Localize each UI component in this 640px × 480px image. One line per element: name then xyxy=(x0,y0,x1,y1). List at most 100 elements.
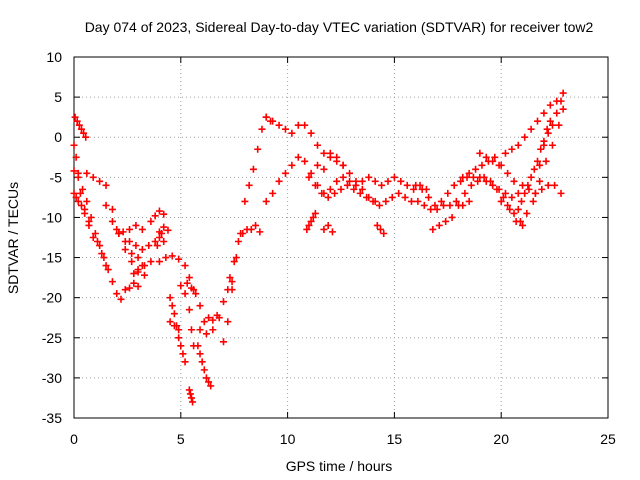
data-point xyxy=(358,185,366,193)
data-point xyxy=(72,153,80,161)
data-point xyxy=(529,197,537,205)
data-point xyxy=(499,193,507,201)
data-point xyxy=(166,318,174,326)
data-point xyxy=(281,169,289,177)
data-point xyxy=(132,242,140,250)
series-track-c xyxy=(71,113,90,141)
data-point xyxy=(553,109,561,117)
data-point xyxy=(241,197,249,205)
data-point xyxy=(170,322,178,330)
data-point xyxy=(275,121,283,129)
data-point xyxy=(514,141,522,149)
data-point xyxy=(365,193,373,201)
data-point xyxy=(380,229,388,237)
data-point xyxy=(205,378,213,386)
data-point xyxy=(209,326,217,334)
data-point xyxy=(540,141,548,149)
data-point xyxy=(303,225,311,233)
data-point xyxy=(521,189,529,197)
data-point xyxy=(314,161,322,169)
data-point xyxy=(540,109,548,117)
data-point xyxy=(346,177,354,185)
data-point xyxy=(196,302,204,310)
data-point xyxy=(160,223,168,231)
data-point xyxy=(288,161,296,169)
data-point xyxy=(491,153,499,161)
data-point xyxy=(337,185,345,193)
data-point xyxy=(517,197,525,205)
data-point xyxy=(269,189,277,197)
data-point xyxy=(346,169,354,177)
data-point xyxy=(478,161,486,169)
data-point xyxy=(207,382,215,390)
data-point xyxy=(213,311,221,319)
data-point xyxy=(510,177,518,185)
data-point xyxy=(446,201,454,209)
data-point xyxy=(425,193,433,201)
data-point xyxy=(189,398,197,406)
data-point xyxy=(234,238,242,246)
plot-frame xyxy=(73,56,609,419)
data-point xyxy=(472,165,480,173)
data-point xyxy=(343,181,351,189)
data-point xyxy=(74,169,82,177)
data-point xyxy=(121,286,129,294)
y-tick-label: -5 xyxy=(50,169,63,185)
data-point xyxy=(418,185,426,193)
data-point xyxy=(314,141,322,149)
x-tick-label: 15 xyxy=(387,431,403,447)
data-point xyxy=(247,225,255,233)
data-point xyxy=(467,181,475,189)
series-track-aj xyxy=(497,105,567,225)
series-track-g xyxy=(113,221,146,236)
data-point xyxy=(108,278,116,286)
data-point xyxy=(557,189,565,197)
data-point xyxy=(333,177,341,185)
y-tick-label: -35 xyxy=(42,410,62,426)
data-point xyxy=(482,153,490,161)
series-track-t xyxy=(196,278,236,338)
x-tick-label: 25 xyxy=(600,431,616,447)
data-point xyxy=(320,225,328,233)
data-point xyxy=(175,255,183,263)
data-point xyxy=(166,294,174,302)
data-point xyxy=(262,197,270,205)
data-point xyxy=(102,201,110,209)
data-point xyxy=(102,181,110,189)
data-point xyxy=(543,125,551,133)
data-point xyxy=(117,295,125,303)
data-point xyxy=(185,274,193,282)
series-track-ai xyxy=(476,97,561,169)
data-point xyxy=(474,177,482,185)
series-track-a xyxy=(70,167,129,303)
y-tick-label: 10 xyxy=(46,49,62,65)
data-point xyxy=(170,310,178,318)
data-point xyxy=(164,226,172,234)
data-point xyxy=(209,316,217,324)
data-point xyxy=(75,121,83,129)
data-point xyxy=(108,217,116,225)
data-point xyxy=(254,145,262,153)
data-point xyxy=(183,279,191,287)
data-point xyxy=(397,177,405,185)
series-track-ak xyxy=(514,117,554,213)
series-track-y xyxy=(262,113,347,169)
data-point xyxy=(181,262,189,270)
data-point xyxy=(307,169,315,177)
data-point xyxy=(77,201,85,209)
y-tick-label: -15 xyxy=(42,250,62,266)
data-point xyxy=(294,121,302,129)
data-point xyxy=(220,298,228,306)
data-point xyxy=(450,181,458,189)
x-tick-labels: 0 5 10 15 20 25 xyxy=(70,431,616,447)
data-point xyxy=(134,254,142,262)
series-track-f xyxy=(102,201,166,270)
data-point xyxy=(187,394,195,402)
data-point xyxy=(305,173,313,181)
series-track-s xyxy=(194,342,215,390)
data-point xyxy=(168,252,176,260)
data-point xyxy=(384,177,392,185)
data-point xyxy=(551,181,559,189)
data-point xyxy=(395,189,403,197)
data-point xyxy=(200,318,208,326)
